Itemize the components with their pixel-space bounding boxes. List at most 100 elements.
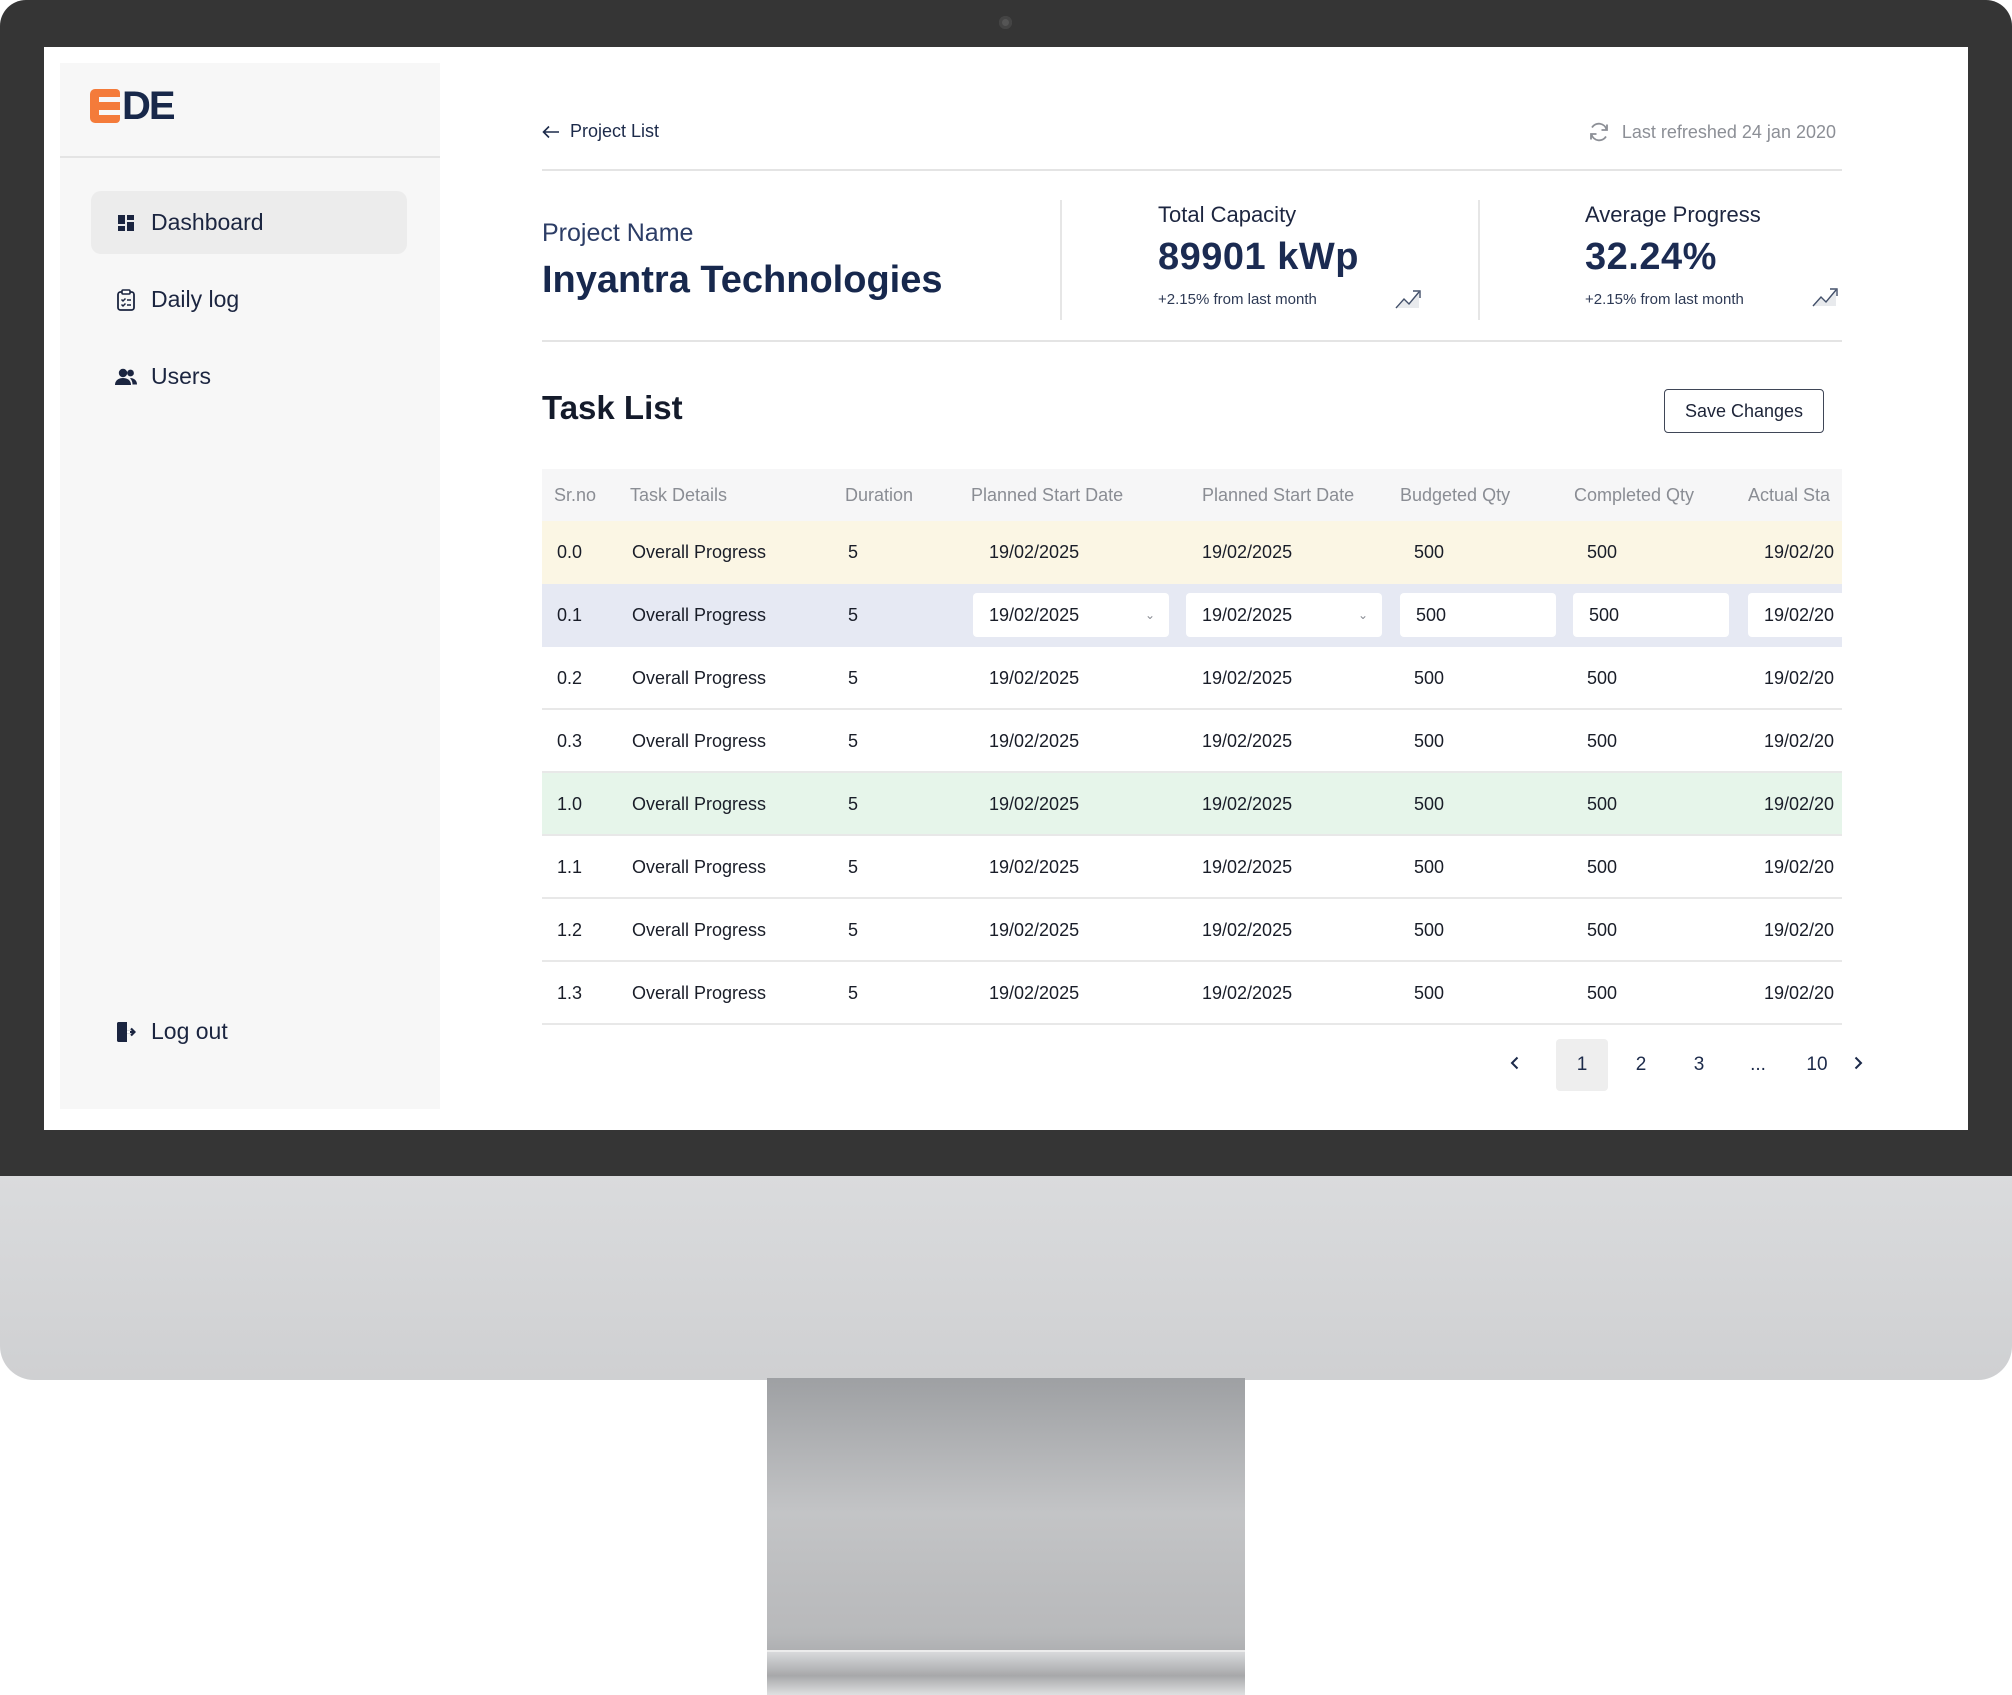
cell-planned-start: 19/02/2025: [989, 731, 1080, 751]
cell-planned-start-2-input[interactable]: 19/02/2025 ⌄: [1186, 593, 1382, 637]
cell-planned-start: 19/02/2025: [989, 857, 1080, 877]
column-header-duration[interactable]: Duration: [845, 485, 914, 505]
cell-planned-start-value: 19/02/2025: [989, 605, 1080, 625]
cell-srno: 0.2: [557, 668, 583, 688]
sidebar: DE Dashboard Daily log Users Log out: [60, 63, 440, 1109]
chevron-down-icon[interactable]: ⌄: [1357, 608, 1368, 622]
cell-budgeted-qty: 500: [1414, 542, 1445, 562]
pagination-page[interactable]: 10: [1806, 1054, 1828, 1075]
table-row[interactable]: 1.1 Overall Progress 5 19/02/2025 19/02/2025…: [542, 836, 1842, 899]
cell-planned-start: 19/02/2025: [989, 794, 1080, 814]
table-row[interactable]: 0.2 Overall Progress 5 19/02/2025 19/02/2025…: [542, 647, 1842, 710]
dashboard-icon: [115, 212, 137, 234]
chevron-down-icon[interactable]: ⌄: [1144, 608, 1155, 622]
refresh-icon[interactable]: [1588, 121, 1610, 143]
table-row[interactable]: 0.1 Overall Progress 5 19/02/2025 ⌄ 19/02/202…: [542, 584, 1842, 647]
pagination-prev[interactable]: [1489, 1039, 1541, 1091]
cell-planned-start-2-value: 19/02/2025: [1202, 605, 1293, 625]
sidebar-item-users[interactable]: Users: [91, 345, 407, 408]
cell-task-details: Overall Progress: [632, 542, 767, 562]
sidebar-item-dashboard[interactable]: Dashboard: [91, 191, 407, 254]
cell-budgeted-qty: 500: [1414, 731, 1445, 751]
pagination-page[interactable]: 2: [1635, 1054, 1647, 1075]
cell-duration: 5: [848, 857, 859, 877]
cell-completed-qty-input[interactable]: 500: [1573, 593, 1729, 637]
stat-divider: [1060, 200, 1062, 320]
cell-actual-start: 19/02/20: [1764, 794, 1835, 814]
cell-planned-start-2: 19/02/2025: [1202, 731, 1293, 751]
column-header-task-details[interactable]: Task Details: [630, 485, 728, 505]
main-content: Project List Last refreshed 24 jan 2020 …: [542, 47, 1863, 1130]
pagination-ellipsis: ...: [1750, 1054, 1766, 1075]
sidebar-item-label: Users: [151, 363, 212, 389]
table-header: Sr.no Task Details Duration Planned Star…: [542, 469, 1842, 521]
table-row[interactable]: 1.3 Overall Progress 5 19/02/2025 19/02/2025…: [542, 962, 1842, 1025]
logo-mark-icon: [90, 89, 120, 123]
cell-srno: 0.1: [557, 605, 583, 625]
cell-planned-start-2: 19/02/2025: [1202, 920, 1293, 940]
cell-task-details: Overall Progress: [632, 731, 767, 751]
cell-completed-qty: 500: [1587, 668, 1618, 688]
table-row[interactable]: 0.3 Overall Progress 5 19/02/2025 19/02/2025…: [542, 710, 1842, 773]
column-header-planned-start[interactable]: Planned Start Date: [971, 485, 1124, 505]
cell-planned-start-2: 19/02/2025: [1202, 857, 1293, 877]
column-header-completed-qty[interactable]: Completed Qty: [1574, 485, 1695, 505]
monitor-stand-base: [767, 1650, 1245, 1695]
trend-up-icon: [1812, 288, 1838, 307]
table-row[interactable]: 1.2 Overall Progress 5 19/02/2025 19/02/2025…: [542, 899, 1842, 962]
cell-budgeted-qty: 500: [1414, 983, 1445, 1003]
back-to-project-list-link[interactable]: Project List: [542, 121, 659, 142]
sidebar-item-label: Daily log: [151, 286, 240, 312]
trend-up-icon: [1395, 290, 1421, 309]
brand-logo[interactable]: DE: [90, 86, 176, 126]
column-header-budgeted-qty[interactable]: Budgeted Qty: [1400, 485, 1511, 505]
save-changes-button[interactable]: Save Changes: [1664, 389, 1824, 433]
cell-budgeted-qty-input[interactable]: 500: [1400, 593, 1556, 637]
cell-budgeted-qty: 500: [1414, 920, 1445, 940]
cell-duration: 5: [848, 920, 859, 940]
cell-task-details: Overall Progress: [632, 983, 767, 1003]
stat-divider: [1478, 200, 1480, 320]
stats-divider: [542, 340, 1842, 342]
column-header-planned-start-2[interactable]: Planned Start Date: [1202, 485, 1355, 505]
cell-budgeted-qty: 500: [1414, 668, 1445, 688]
cell-task-details: Overall Progress: [632, 668, 767, 688]
cell-task-details: Overall Progress: [632, 605, 767, 625]
sidebar-divider: [60, 156, 440, 158]
project-name-label: Project Name: [542, 219, 694, 247]
project-name: Inyantra Technologies: [542, 259, 943, 301]
cell-actual-start-input[interactable]: 19/02/20: [1748, 593, 1842, 637]
column-header-actual-start[interactable]: Actual Sta: [1748, 485, 1831, 505]
cell-actual-start: 19/02/20: [1764, 542, 1835, 562]
cell-srno: 1.1: [557, 857, 583, 877]
cell-actual-start-value: 19/02/20: [1764, 605, 1835, 625]
table-row[interactable]: 0.0 Overall Progress 5 19/02/2025 19/02/2025…: [542, 521, 1842, 584]
total-capacity-delta: +2.15% from last month: [1158, 291, 1317, 308]
arrow-left-icon: [542, 125, 559, 138]
cell-completed-qty: 500: [1587, 542, 1618, 562]
cell-completed-qty: 500: [1587, 857, 1618, 877]
cell-duration: 5: [848, 983, 859, 1003]
cell-planned-start-input[interactable]: 19/02/2025 ⌄: [973, 593, 1169, 637]
pagination-page[interactable]: 3: [1693, 1054, 1705, 1075]
camera: [999, 16, 1012, 29]
cell-planned-start-2: 19/02/2025: [1202, 668, 1293, 688]
cell-duration: 5: [848, 542, 859, 562]
logout-label: Log out: [151, 1018, 228, 1044]
users-icon: [115, 366, 137, 388]
column-header-srno[interactable]: Sr.no: [554, 485, 597, 505]
cell-planned-start: 19/02/2025: [989, 668, 1080, 688]
task-list-title: Task List: [542, 389, 683, 426]
total-capacity-label: Total Capacity: [1158, 202, 1297, 227]
last-refreshed-text: Last refreshed 24 jan 2020: [1621, 121, 1836, 142]
header-divider: [542, 169, 1842, 171]
cell-actual-start: 19/02/20: [1764, 668, 1835, 688]
pagination-page[interactable]: 1: [1556, 1039, 1608, 1091]
logout-button[interactable]: Log out: [91, 1000, 407, 1063]
cell-srno: 1.2: [557, 920, 583, 940]
table-row[interactable]: 1.0 Overall Progress 5 19/02/2025 19/02/2025…: [542, 773, 1842, 836]
cell-srno: 1.3: [557, 983, 583, 1003]
pagination-next[interactable]: [1843, 1039, 1873, 1091]
sidebar-item-daily-log[interactable]: Daily log: [91, 268, 407, 331]
cell-task-details: Overall Progress: [632, 857, 767, 877]
